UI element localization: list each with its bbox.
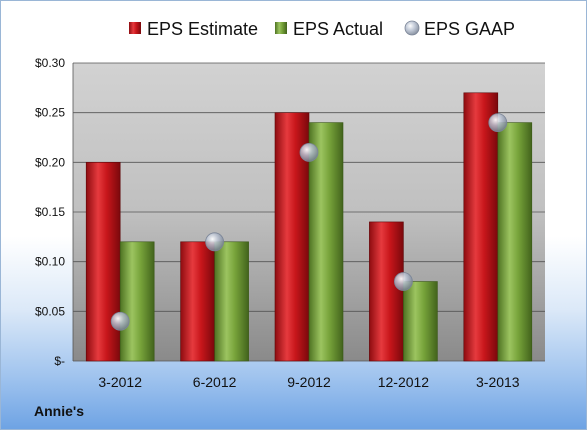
x-tick-label: 12-2012	[378, 374, 430, 390]
bar-eps-actual	[214, 241, 249, 362]
bar-eps-actual	[308, 122, 344, 362]
bar-eps-actual	[403, 281, 438, 362]
legend: EPS Estimate EPS Actual EPS GAAP	[129, 19, 515, 39]
bar-eps-estimate	[180, 241, 215, 362]
legend-swatch	[404, 20, 420, 36]
company-label: Annie's	[34, 403, 85, 419]
y-tick-label: $0.20	[35, 155, 65, 169]
marker-eps-gaap	[205, 232, 225, 252]
y-tick-label: $0.10	[35, 255, 65, 269]
gaap-markers	[110, 113, 508, 331]
legend-swatch	[275, 22, 287, 34]
marker-eps-gaap	[393, 272, 413, 291]
bar-eps-estimate	[85, 162, 121, 362]
y-tick-label: $0.15	[35, 205, 65, 219]
legend-label: EPS GAAP	[424, 19, 515, 39]
bar-eps-actual	[119, 241, 155, 362]
y-tick-label: $0.25	[35, 106, 65, 120]
marker-eps-gaap	[110, 311, 130, 331]
bar-eps-actual	[497, 122, 533, 362]
x-tick-label: 3-2012	[98, 374, 142, 390]
x-tick-label: 3-2013	[476, 374, 520, 390]
y-tick-label: $-	[54, 354, 65, 368]
marker-eps-gaap	[299, 142, 319, 162]
bar-eps-estimate	[369, 221, 404, 362]
y-tick-label: $0.30	[35, 56, 65, 70]
x-tick-label: 9-2012	[287, 374, 331, 390]
marker-eps-gaap	[488, 113, 508, 132]
x-tick-label: 6-2012	[193, 374, 237, 390]
bar-eps-estimate	[463, 92, 499, 362]
legend-label: EPS Actual	[293, 19, 383, 39]
x-axis: 3-2012 6-2012 9-2012 12-2012 3-2013	[98, 374, 519, 390]
legend-swatch	[129, 22, 141, 34]
y-axis: $- $0.05 $0.10 $0.15 $0.20 $0.25 $0.30	[35, 56, 74, 368]
legend-label: EPS Estimate	[147, 19, 258, 39]
y-tick-label: $0.05	[35, 304, 65, 318]
